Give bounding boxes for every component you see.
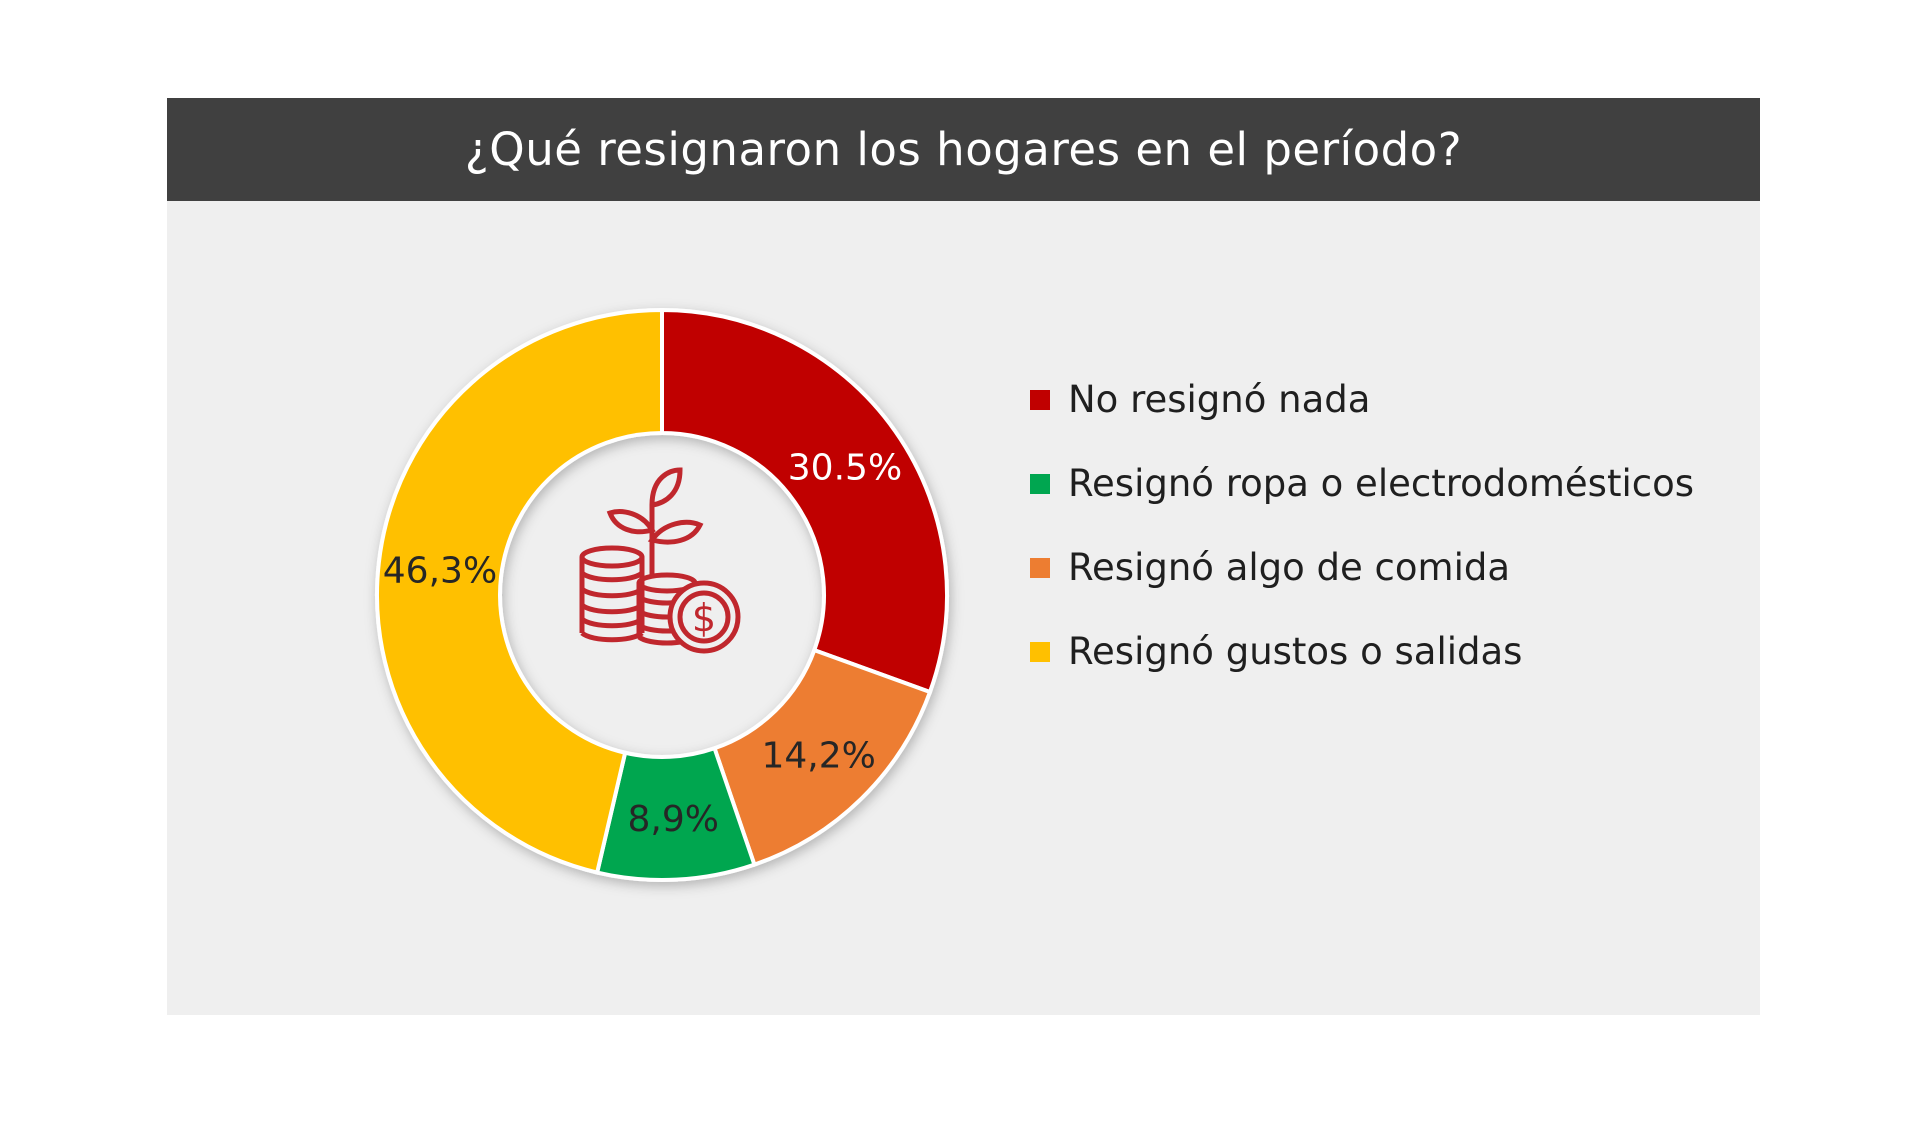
- slice-value-label-1: 14,2%: [761, 735, 875, 776]
- donut-chart: 30.5% 14,2% 8,9% 46,3% $: [375, 307, 949, 882]
- legend-label: No resignó nada: [1068, 378, 1371, 421]
- legend-item-2: Resignó algo de comida: [1030, 546, 1510, 589]
- legend-swatch: [1030, 557, 1050, 578]
- donut-slice-0: [660, 307, 949, 695]
- donut-slices: [375, 307, 949, 882]
- legend-label: Resignó ropa o electrodomésticos: [1068, 462, 1695, 505]
- legend-item-3: Resignó gustos o salidas: [1030, 630, 1522, 673]
- donut-slice-1: [711, 647, 933, 868]
- donut-slice-3: [375, 307, 664, 875]
- slice-value-label-0: 30.5%: [788, 448, 902, 489]
- chart-title: ¿Qué resignaron los hogares en el períod…: [167, 98, 1760, 201]
- chart-card: ¿Qué resignaron los hogares en el períod…: [167, 98, 1760, 1015]
- legend-swatch: [1030, 389, 1050, 410]
- svg-text:$: $: [692, 596, 716, 640]
- legend-label: Resignó algo de comida: [1068, 546, 1511, 589]
- slice-labels: 30.5% 14,2% 8,9% 46,3%: [383, 448, 902, 841]
- legend-swatch: [1030, 473, 1050, 494]
- coins-plant-dollar-icon: $: [579, 467, 741, 654]
- legend-label: Resignó gustos o salidas: [1068, 630, 1523, 673]
- legend-item-1: Resignó ropa o electrodomésticos: [1030, 462, 1694, 505]
- legend-swatch: [1030, 641, 1050, 662]
- legend-item-0: No resignó nada: [1030, 378, 1370, 421]
- slice-value-label-3: 46,3%: [383, 550, 497, 591]
- slice-value-label-2: 8,9%: [628, 799, 719, 840]
